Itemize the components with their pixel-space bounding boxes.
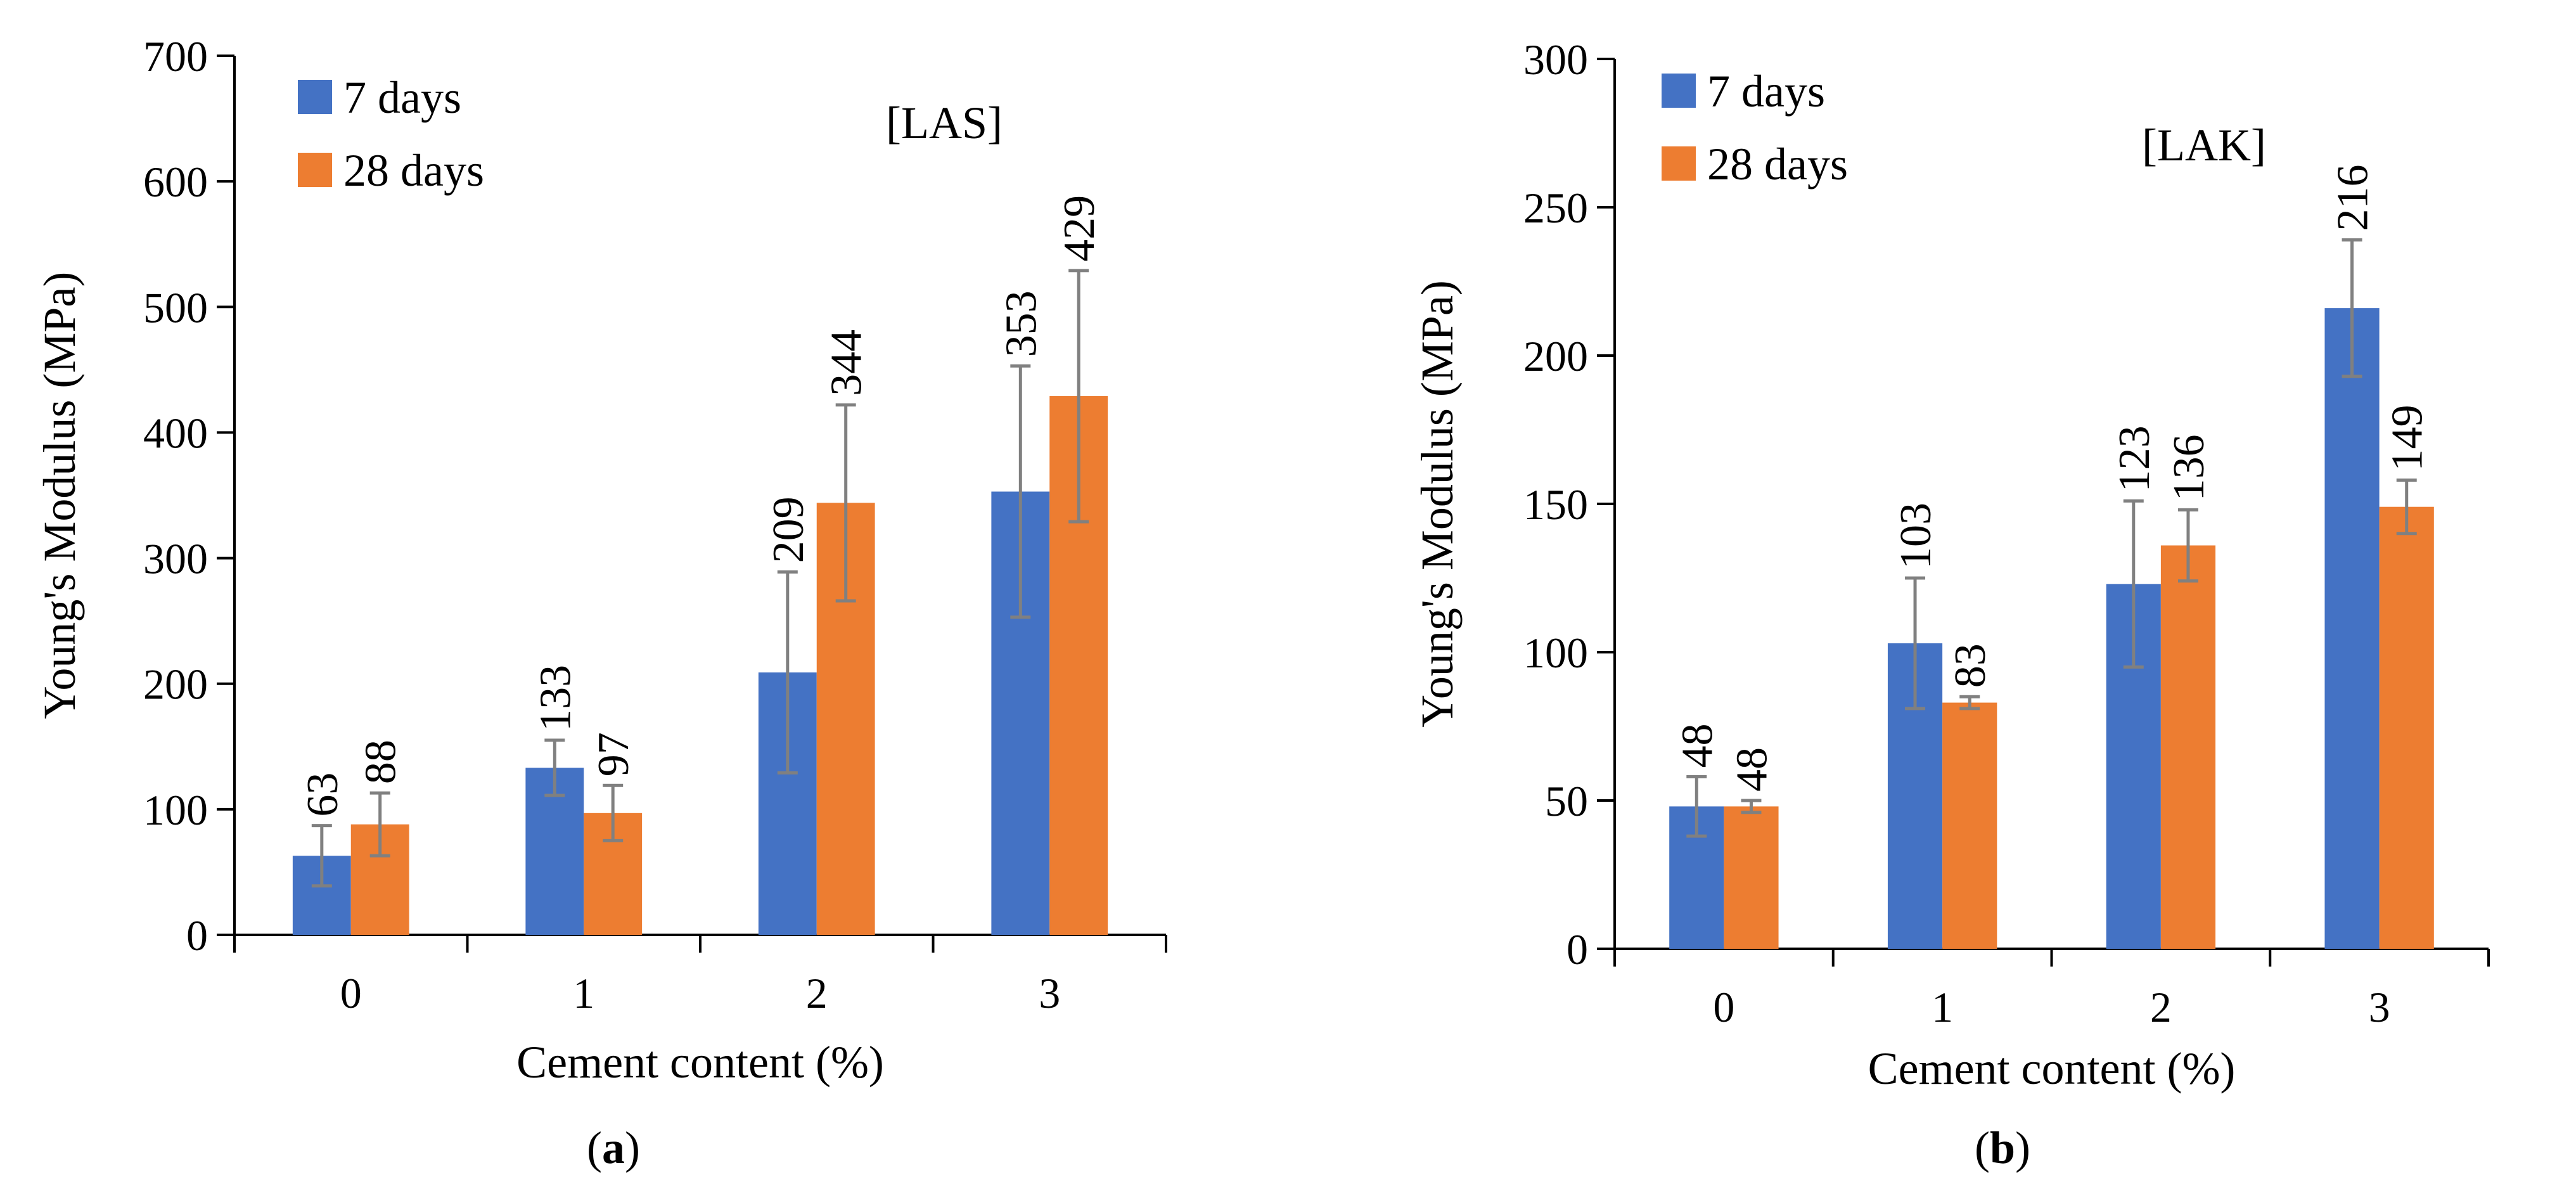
caption-close: ) [2015, 1122, 2030, 1173]
data-label: 136 [2165, 434, 2214, 501]
caption-letter: b [1990, 1122, 2015, 1173]
caption-open: ( [1975, 1122, 1990, 1173]
caption-open: ( [587, 1122, 602, 1173]
y-tick-label: 700 [143, 32, 208, 80]
legend-label: 7 days [343, 72, 461, 123]
data-label: 88 [357, 740, 406, 784]
caption-letter: a [602, 1122, 625, 1173]
bar-28-days [1724, 806, 1779, 949]
data-label: 429 [1055, 195, 1104, 262]
data-label: 103 [1892, 503, 1940, 569]
x-tick-label: 3 [1039, 969, 1060, 1017]
data-label: 48 [1727, 747, 1776, 792]
bar-7-days [2324, 308, 2380, 949]
chart-a: 0 100 200 300 400 500 600 700 0 1 2 3 63 133 209 353 88 9… [34, 32, 1167, 1173]
y-tick-label: 400 [143, 409, 208, 457]
y-tick-label: 50 [1545, 777, 1588, 825]
data-label: 123 [2110, 425, 2159, 492]
panel-caption: (b) [1975, 1122, 2030, 1173]
y-axis-title: Young's Modulus (MPa) [1412, 280, 1463, 728]
legend-swatch-7-days [298, 80, 332, 114]
y-tick-label: 0 [1567, 925, 1588, 974]
bar-28-days [2379, 506, 2434, 949]
panel-caption: (a) [587, 1122, 640, 1173]
legend-swatch-28-days [1662, 146, 1696, 181]
legend-label: 7 days [1707, 66, 1825, 117]
y-tick-label: 150 [1523, 480, 1588, 529]
data-label: 344 [823, 330, 871, 396]
legend-swatch-7-days [1662, 74, 1696, 108]
data-label: 83 [1946, 643, 1995, 688]
data-label: 63 [298, 773, 347, 817]
x-tick-label: 1 [573, 969, 594, 1017]
x-tick-label: 0 [340, 969, 362, 1017]
data-label: 97 [589, 732, 638, 776]
x-tick-label: 2 [806, 969, 828, 1017]
x-tick-label: 0 [1713, 983, 1734, 1031]
y-tick-label: 100 [1523, 629, 1588, 677]
data-label: 133 [531, 665, 580, 731]
legend-swatch-28-days [298, 153, 332, 187]
y-tick-label: 200 [143, 660, 208, 709]
y-tick-label: 300 [143, 535, 208, 583]
x-axis-title: Cement content (%) [1868, 1043, 2236, 1094]
x-tick-label: 1 [1932, 983, 1953, 1031]
y-tick-label: 300 [1523, 35, 1588, 84]
y-tick-label: 600 [143, 158, 208, 206]
panel-annotation: [LAK] [2142, 120, 2266, 170]
x-tick-label: 2 [2150, 983, 2172, 1031]
y-tick-label: 250 [1523, 184, 1588, 232]
x-axis-title: Cement content (%) [516, 1037, 884, 1088]
panel-annotation: [LAS] [886, 98, 1003, 148]
y-tick-label: 0 [186, 911, 208, 960]
data-label: 48 [1673, 724, 1722, 768]
y-tick-label: 200 [1523, 332, 1588, 380]
data-label: 353 [997, 290, 1046, 357]
x-tick-label: 3 [2369, 983, 2390, 1031]
caption-close: ) [625, 1122, 640, 1173]
y-tick-label: 500 [143, 283, 208, 331]
y-axis-title: Young's Modulus (MPa) [34, 272, 85, 719]
bar-28-days [2160, 545, 2216, 949]
legend-label: 28 days [343, 145, 484, 196]
legend-label: 28 days [1707, 139, 1848, 190]
data-label: 209 [764, 496, 813, 563]
data-label: 216 [2329, 164, 2378, 231]
y-tick-label: 100 [143, 786, 208, 834]
bar-28-days [1942, 702, 1997, 949]
data-label: 149 [2383, 405, 2432, 472]
